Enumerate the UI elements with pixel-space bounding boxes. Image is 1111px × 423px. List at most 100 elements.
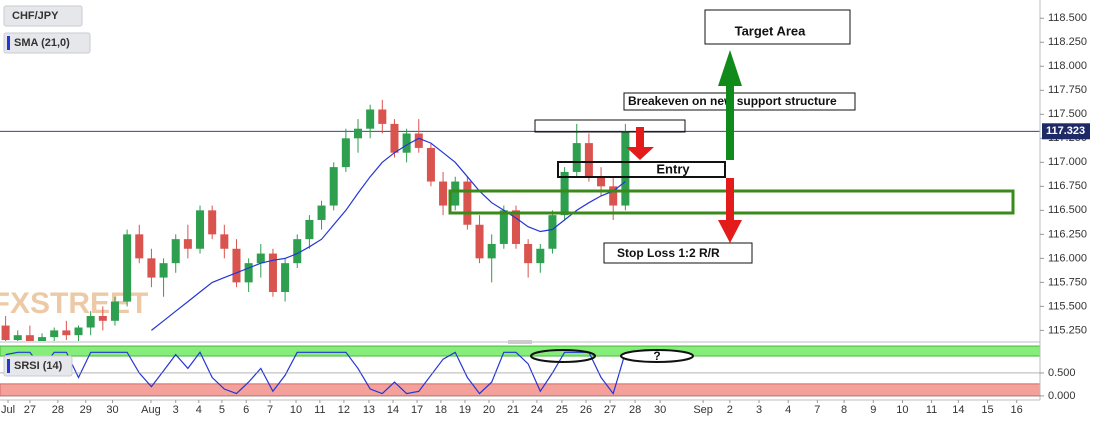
y-tick-label: 116.250 — [1048, 228, 1087, 240]
x-tick-label: 26 — [580, 404, 592, 416]
last-price-label: 117.323 — [1046, 125, 1085, 137]
candle-body — [38, 337, 47, 341]
y-tick-label: 115.500 — [1048, 300, 1087, 312]
candle-body — [536, 248, 545, 264]
candle-body — [426, 147, 435, 182]
candle-body — [463, 181, 472, 225]
oscillator-swatch — [7, 359, 10, 373]
candle-body — [548, 215, 557, 249]
annotation-label: ? — [653, 349, 660, 363]
candle-body — [609, 186, 618, 206]
sma-line — [151, 137, 626, 331]
x-tick-label: 28 — [629, 404, 641, 416]
x-tick-label: 11 — [926, 404, 937, 416]
annotation-label: Entry — [656, 161, 690, 176]
candle-body — [208, 210, 217, 235]
x-tick-label: 2 — [727, 404, 733, 416]
oscillator-label: SRSI (14) — [14, 360, 63, 372]
candle-body — [220, 234, 229, 249]
y-tick-label: 118.250 — [1048, 36, 1087, 48]
candle-body — [378, 109, 387, 124]
x-tick-label: 27 — [604, 404, 616, 416]
y2-tick-label: 0.500 — [1048, 367, 1076, 379]
candle-body — [256, 253, 265, 264]
annotation-label: Target Area — [735, 23, 807, 38]
x-tick-label: 10 — [896, 404, 908, 416]
y-tick-label: 117.750 — [1048, 84, 1087, 96]
candle-body — [451, 181, 460, 206]
y-tick-label: 115.250 — [1048, 324, 1087, 336]
candle-body — [244, 263, 253, 283]
x-tick-label: Aug — [141, 404, 161, 416]
candle-body — [232, 248, 241, 283]
x-tick-label: 21 — [507, 404, 519, 416]
x-tick-label: 17 — [411, 404, 423, 416]
highlight-ellipse — [530, 349, 596, 363]
x-tick-label: Sep — [693, 404, 713, 416]
x-tick-label: 13 — [363, 404, 375, 416]
pane-handle[interactable] — [508, 340, 532, 344]
oscillator-box[interactable] — [3, 355, 73, 377]
y-tick-label: 118.000 — [1048, 60, 1087, 72]
x-tick-label: 4 — [196, 404, 202, 416]
x-tick-label: 4 — [785, 404, 791, 416]
x-tick-label: Jul — [1, 404, 15, 416]
candle-body — [621, 131, 630, 206]
candle-body — [196, 210, 205, 249]
candle-body — [317, 205, 326, 220]
x-tick-label: 3 — [173, 404, 179, 416]
candle-body — [123, 234, 132, 302]
candle-body — [171, 239, 180, 264]
candle-body — [499, 210, 508, 244]
x-tick-label: 10 — [290, 404, 302, 416]
oversold-band — [0, 383, 1041, 397]
x-tick-label: 5 — [219, 404, 225, 416]
candle-body — [98, 315, 107, 321]
x-tick-label: 8 — [841, 404, 847, 416]
candle-body — [524, 243, 533, 264]
candle-body — [62, 330, 71, 336]
candle-body — [572, 143, 581, 172]
x-tick-label: 15 — [981, 404, 993, 416]
x-tick-label: 9 — [870, 404, 876, 416]
y-tick-label: 118.500 — [1048, 12, 1087, 24]
candle-body — [25, 335, 34, 341]
x-tick-label: 18 — [435, 404, 447, 416]
x-tick-label: 27 — [24, 404, 36, 416]
indicator-box[interactable] — [3, 32, 91, 54]
x-tick-label: 14 — [387, 404, 399, 416]
y-tick-label: 115.750 — [1048, 276, 1087, 288]
indicator-swatch — [7, 36, 10, 50]
candle-body — [341, 138, 350, 168]
y-tick-label: 117.000 — [1048, 156, 1087, 168]
x-tick-label: 3 — [756, 404, 762, 416]
symbol-box[interactable] — [3, 5, 83, 27]
candle-body — [366, 109, 375, 129]
x-tick-label: 28 — [52, 404, 64, 416]
overbought-band — [0, 345, 1041, 357]
candle-body — [584, 143, 593, 177]
candle-body — [402, 133, 411, 153]
candle-body — [268, 253, 277, 292]
candle-body — [1, 325, 10, 340]
x-tick-label: 7 — [814, 404, 820, 416]
price-pane — [0, 99, 1040, 341]
candle-body — [86, 315, 95, 328]
arrow-down-small — [626, 127, 654, 160]
arrow-down — [718, 178, 742, 243]
breakeven-box — [623, 92, 856, 111]
candle-body — [487, 243, 496, 259]
x-tick-label: 25 — [556, 404, 568, 416]
candle-body — [414, 133, 423, 148]
candle-body — [135, 234, 144, 259]
candle-body — [74, 327, 83, 336]
x-tick-label: 20 — [483, 404, 495, 416]
question-ellipse — [620, 349, 694, 363]
y-tick-label: 116.750 — [1048, 180, 1087, 192]
candle-body — [50, 330, 59, 338]
x-tick-label: 29 — [80, 404, 92, 416]
entry-box — [557, 161, 726, 178]
candle-body — [110, 301, 119, 321]
